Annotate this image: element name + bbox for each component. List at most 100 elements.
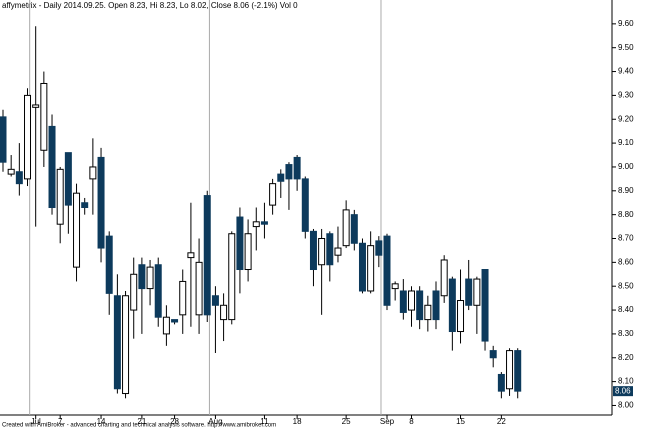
candle-body — [105, 235, 113, 294]
last-price-box — [613, 386, 633, 397]
candle-body — [244, 233, 252, 271]
candle-body — [318, 238, 326, 266]
candle-body — [465, 278, 473, 306]
x-tick-label: Sep — [380, 417, 395, 426]
candle-body — [171, 319, 179, 323]
candle-body — [383, 235, 391, 306]
candle-body — [138, 264, 146, 290]
x-tick-label: 14 — [97, 417, 106, 426]
y-tick-label: 8.00 — [618, 401, 634, 410]
candle-body — [514, 350, 522, 392]
candle-body — [252, 221, 260, 228]
x-tick-label: 15 — [456, 417, 465, 426]
x-tick-label: 8 — [409, 417, 414, 426]
candle-body — [0, 116, 7, 163]
candle-body — [367, 245, 375, 292]
candle-body — [334, 247, 342, 256]
candle-body — [269, 183, 277, 206]
x-tick-label: Jul — [31, 417, 41, 426]
candle-body — [228, 233, 236, 321]
x-tick-label: 7 — [58, 417, 63, 426]
candle-body — [40, 82, 48, 151]
candle-body — [97, 156, 105, 249]
candle-body — [309, 230, 317, 271]
candle-body — [15, 171, 23, 185]
candle-body — [236, 216, 244, 271]
y-tick-label: 9.60 — [618, 19, 634, 28]
y-tick-label: 9.50 — [618, 43, 634, 52]
candle-body — [187, 252, 195, 259]
candle-body — [32, 104, 40, 108]
candle-body — [391, 283, 399, 290]
candle-body — [81, 202, 89, 209]
candle-body — [375, 240, 383, 256]
last-price-label: 8.06 — [615, 386, 631, 395]
x-tick-label: 18 — [293, 417, 302, 426]
x-tick-label: 11 — [260, 417, 269, 426]
candle-body — [220, 304, 228, 321]
candle-body — [440, 259, 448, 297]
candle-body — [301, 178, 309, 232]
y-tick-label: 9.10 — [618, 138, 634, 147]
candle-body — [408, 290, 415, 311]
candle-body — [260, 221, 268, 225]
candle-body — [448, 278, 456, 333]
y-tick-label: 8.90 — [618, 186, 634, 195]
y-tick-label: 8.50 — [618, 281, 634, 290]
candle-body — [203, 195, 211, 316]
x-tick-label: 21 — [137, 417, 146, 426]
y-tick-label: 8.30 — [618, 329, 634, 338]
candle-body — [432, 290, 440, 321]
candle-body — [342, 209, 350, 247]
x-tick-label: 28 — [170, 417, 179, 426]
candle-body — [399, 290, 407, 313]
candle-body — [64, 152, 72, 206]
y-tick-label: 8.70 — [618, 234, 634, 243]
candle-body — [350, 214, 358, 244]
candle-body — [195, 261, 203, 316]
candle-body — [113, 295, 121, 390]
candle-body — [154, 264, 162, 318]
candle-body — [146, 266, 154, 290]
candle-body — [24, 94, 32, 180]
candle-body — [481, 269, 489, 342]
candle-body — [489, 350, 497, 359]
candle-body — [285, 164, 293, 180]
candle-body — [277, 173, 285, 182]
candle-body — [73, 192, 81, 268]
candle-body — [211, 295, 219, 306]
candle-body — [130, 273, 138, 311]
candle-body — [326, 233, 334, 266]
candle-body — [89, 166, 97, 180]
candle-body — [424, 304, 432, 321]
candle-body — [473, 278, 481, 306]
candle-body — [358, 242, 366, 292]
candle-body — [122, 295, 130, 395]
y-tick-label: 9.40 — [618, 67, 634, 76]
footer: Created with AmiBroker - advanced charti… — [2, 423, 276, 429]
candle-body — [497, 373, 505, 392]
y-tick-label: 8.40 — [618, 305, 634, 314]
x-tick-label: 22 — [497, 417, 506, 426]
candle-body — [7, 168, 15, 175]
candle-body — [457, 300, 465, 333]
y-tick-label: 8.20 — [618, 353, 634, 362]
y-tick-label: 9.30 — [618, 91, 634, 100]
chart-title: affymetrix - Daily 2014.09.25. Open 8.23… — [2, 1, 298, 10]
candle-body — [48, 125, 56, 208]
candle-body — [162, 316, 170, 335]
y-tick-label: 8.80 — [618, 210, 634, 219]
candle-body — [506, 350, 514, 390]
candle-body — [56, 168, 64, 225]
y-tick-label: 9.00 — [618, 162, 634, 171]
x-tick-label: 25 — [342, 417, 351, 426]
y-tick-label: 8.10 — [618, 377, 634, 386]
y-tick-label: 9.20 — [618, 114, 634, 123]
y-tick-label: 8.60 — [618, 257, 634, 266]
candle-body — [293, 156, 301, 180]
candle-body — [179, 280, 187, 316]
x-tick-label: Aug — [208, 417, 222, 426]
candle-body — [416, 290, 424, 321]
